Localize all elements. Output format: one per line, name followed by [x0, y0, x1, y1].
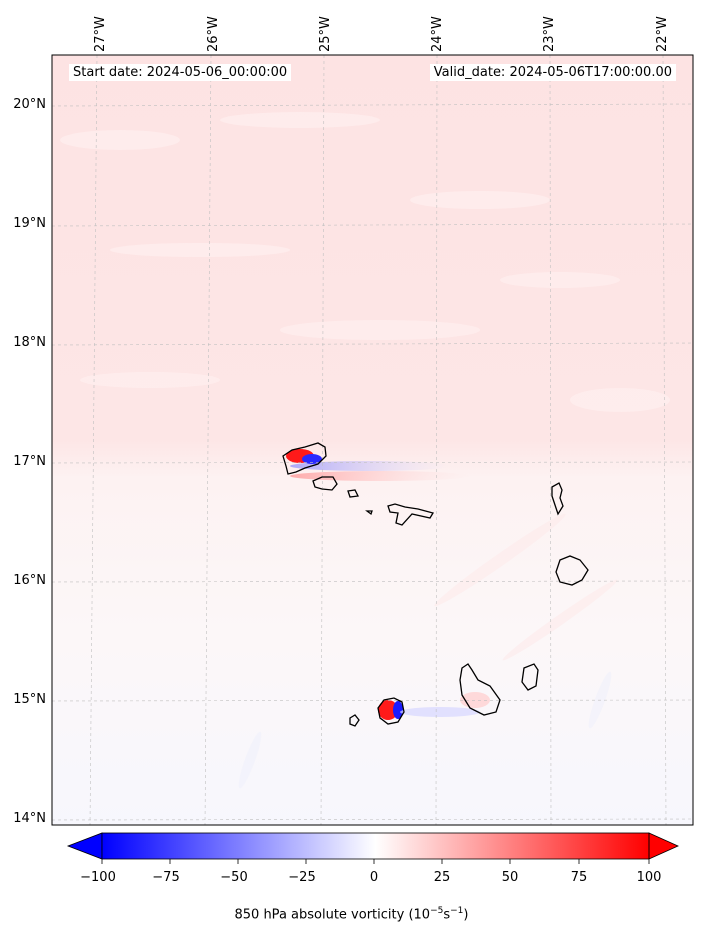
- island-santiago: [459, 663, 501, 716]
- colorbar-tick-label: 0: [369, 870, 379, 885]
- colorbar-tick-label: 75: [570, 870, 588, 885]
- colorbar-extend-max: [648, 832, 679, 860]
- island-sao-nicolau: [387, 503, 435, 526]
- colorbar-tick-label: −50: [220, 870, 248, 885]
- lat-label-14n: 14°N: [13, 811, 46, 826]
- island-brava: [349, 714, 360, 727]
- lat-label-18n: 18°N: [13, 335, 46, 350]
- colorbar-extend-min: [66, 832, 103, 860]
- island-maio: [521, 663, 539, 691]
- wake-north: [286, 449, 470, 481]
- lon-label-25w: 25°W: [318, 16, 333, 52]
- colorbar-title: 850 hPa absolute vorticity (10−5s−1): [234, 906, 469, 923]
- island-branco: [365, 510, 373, 516]
- island-sao-vicente: [312, 476, 338, 491]
- wake-south: [378, 692, 490, 720]
- gridlines: [51, 54, 694, 826]
- map-border: [51, 54, 694, 826]
- field-texture: [60, 112, 670, 789]
- colorbar-tick-label: −100: [80, 870, 116, 885]
- colorbar-tick-label: 25: [433, 870, 451, 885]
- start-date-label: Start date: 2024-05-06_00:00:00: [69, 64, 292, 81]
- colorbar: [66, 832, 679, 864]
- vorticity-field: [52, 55, 693, 825]
- colorbar-tick-label: 50: [501, 870, 519, 885]
- island-fogo: [377, 697, 405, 725]
- lat-label-16n: 16°N: [13, 573, 46, 588]
- lat-label-19n: 19°N: [13, 216, 46, 231]
- lon-label-26w: 26°W: [206, 16, 221, 52]
- colorbar-tick-label: 100: [636, 870, 662, 885]
- island-boa-vista: [555, 555, 589, 586]
- colorbar-tick-label: −75: [152, 870, 180, 885]
- island-santo-antao: [282, 442, 327, 475]
- lat-label-20n: 20°N: [13, 97, 46, 112]
- coastlines: [282, 442, 589, 727]
- lat-label-15n: 15°N: [13, 692, 46, 707]
- lat-label-17n: 17°N: [13, 454, 46, 469]
- lon-label-23w: 23°W: [542, 16, 557, 52]
- colorbar-tick-label: −25: [288, 870, 316, 885]
- lon-label-27w: 27°W: [93, 16, 108, 52]
- island-santa-luzia: [347, 489, 359, 498]
- island-sal: [551, 482, 564, 516]
- valid-date-label: Valid_date: 2024-05-06T17:00:00.00: [429, 64, 676, 81]
- colorbar-gradient: [102, 833, 649, 859]
- lon-label-24w: 24°W: [430, 16, 445, 52]
- lon-label-22w: 22°W: [655, 16, 670, 52]
